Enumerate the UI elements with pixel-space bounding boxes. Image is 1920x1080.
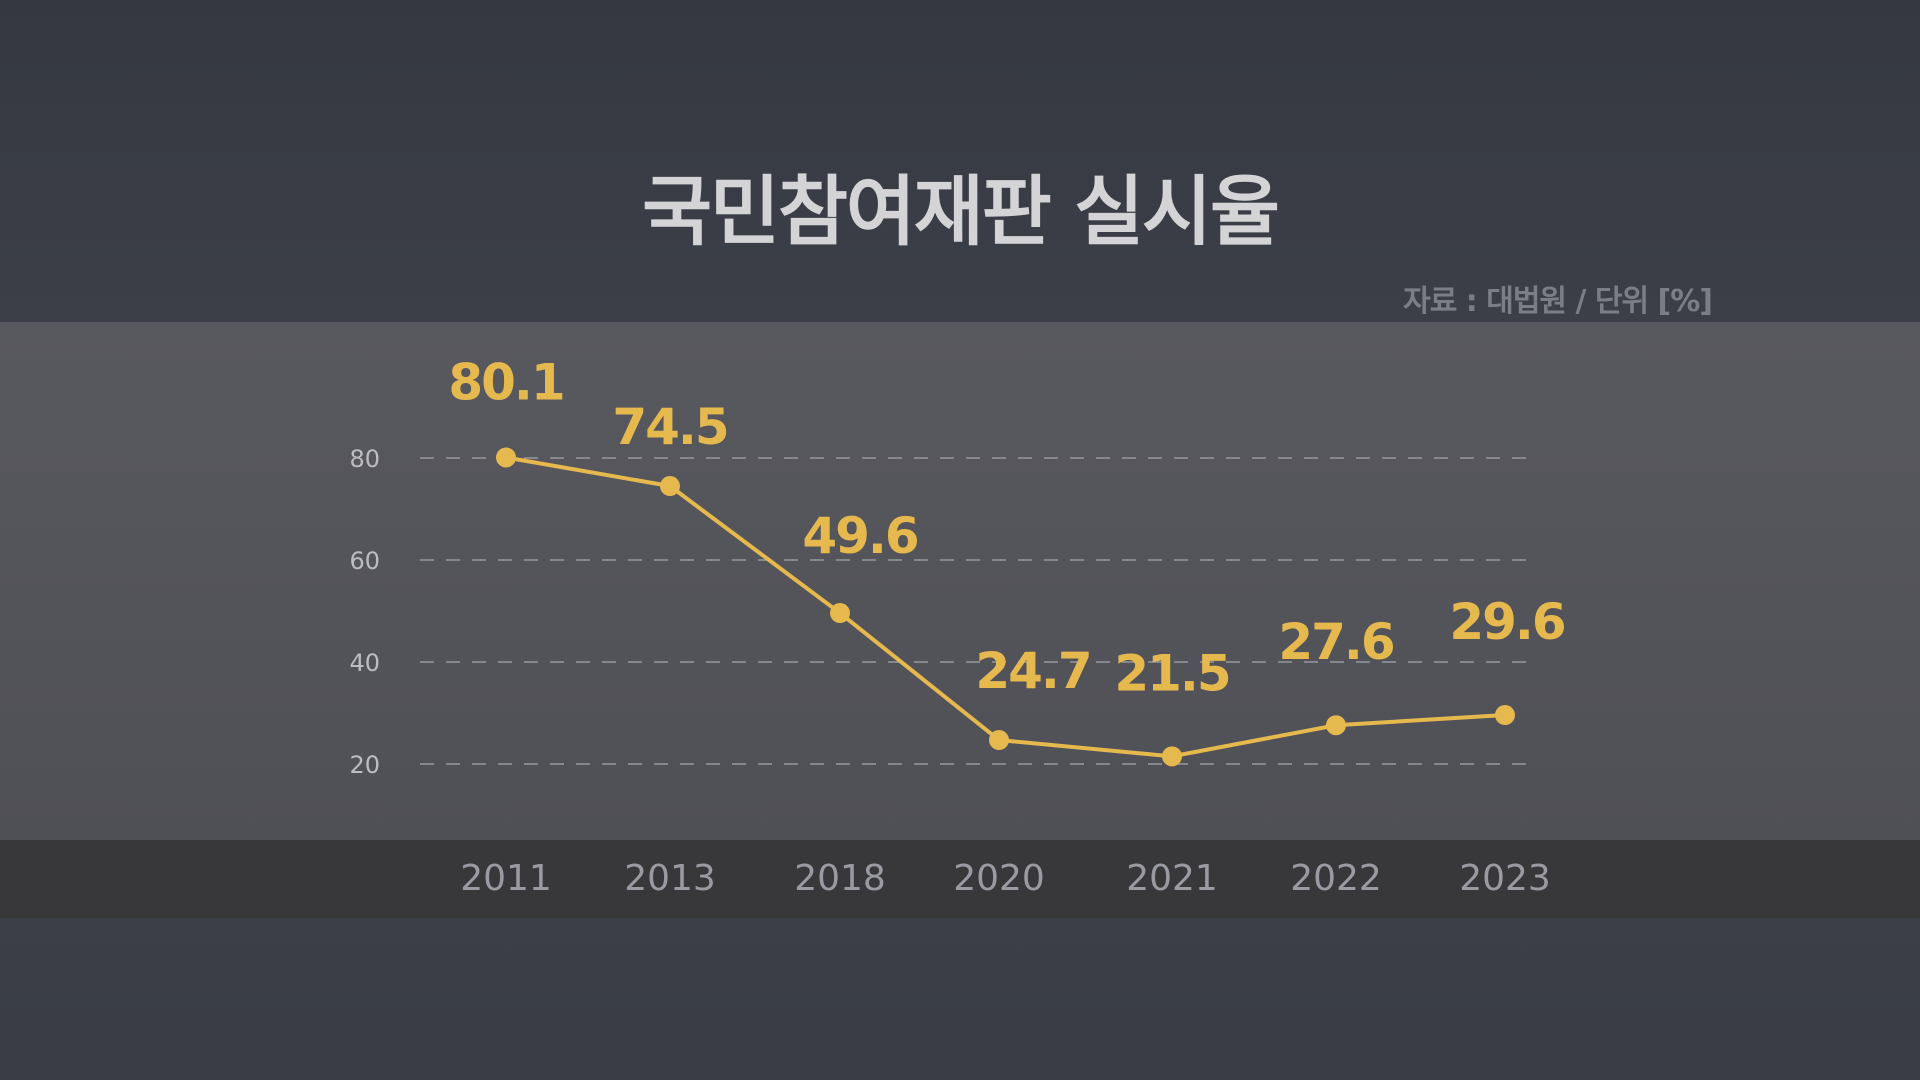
data-label: 27.6 (1278, 613, 1394, 671)
data-point (660, 476, 680, 497)
x-tick-label: 2023 (1459, 858, 1551, 899)
data-point (830, 603, 850, 624)
x-tick-label: 2022 (1290, 858, 1382, 899)
data-label: 24.7 (975, 642, 1090, 700)
x-axis-band (0, 840, 1920, 918)
plot-area-background (0, 322, 1920, 840)
x-tick-label: 2011 (460, 858, 552, 899)
data-label: 21.5 (1114, 644, 1229, 702)
source-note: 자료 : 대법원 / 단위 [%] (1403, 284, 1713, 319)
y-tick-label: 20 (349, 751, 380, 779)
data-label: 74.5 (612, 398, 727, 456)
x-tick-label: 2013 (624, 858, 716, 899)
data-point (989, 730, 1009, 751)
data-point (1495, 705, 1515, 726)
y-tick-label: 40 (349, 649, 380, 677)
data-point (1326, 715, 1346, 736)
data-point (496, 447, 516, 468)
footer-background (0, 918, 1920, 1080)
x-tick-label: 2021 (1126, 858, 1218, 899)
y-tick-label: 80 (349, 445, 380, 473)
header-background (0, 0, 1920, 322)
data-point (1162, 746, 1182, 767)
chart-title: 국민참여재판 실시율 (642, 167, 1280, 256)
x-tick-label: 2018 (794, 858, 886, 899)
data-label: 80.1 (448, 353, 563, 411)
series-line (505, 455, 1506, 759)
x-tick-label: 2020 (953, 858, 1045, 899)
data-label: 49.6 (802, 507, 918, 565)
data-label: 29.6 (1449, 593, 1565, 651)
y-tick-label: 60 (349, 547, 380, 575)
